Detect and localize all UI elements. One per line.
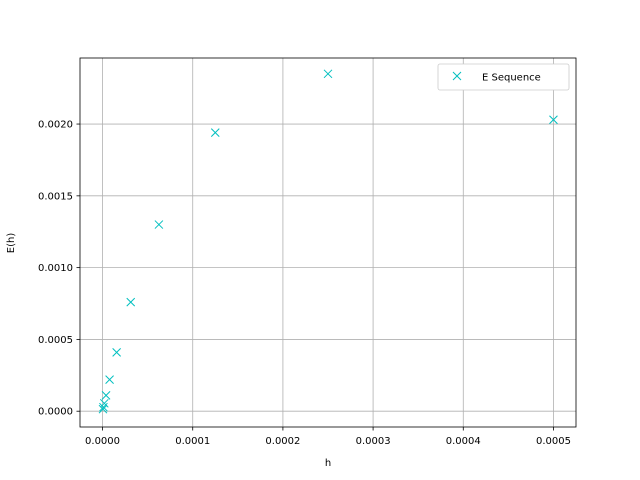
- x-tick-label: 0.0002: [265, 436, 300, 447]
- data-point: [98, 404, 108, 414]
- data-point: [323, 69, 333, 79]
- legend: E Sequence: [437, 63, 570, 91]
- data-point: [549, 115, 558, 125]
- data-point: [126, 297, 136, 307]
- y-tick-label: 0.0015: [38, 191, 73, 202]
- legend-label: E Sequence: [482, 73, 541, 84]
- y-tick-label: 0.0020: [38, 120, 73, 131]
- y-tick-label: 0.0005: [38, 335, 73, 346]
- y-tick-label: 0.0000: [38, 407, 73, 418]
- legend-box: [437, 63, 570, 91]
- x-tick-label: 0.0004: [446, 436, 481, 447]
- x-tick-label: 0.0001: [175, 436, 210, 447]
- data-points: [98, 69, 558, 414]
- x-tick-label: 0.0005: [536, 436, 571, 447]
- x-axis-label: h: [325, 458, 331, 469]
- data-point: [101, 391, 111, 400]
- data-point: [210, 128, 220, 138]
- data-point: [154, 220, 164, 229]
- grid-lines: [80, 58, 576, 427]
- data-point: [112, 347, 121, 357]
- data-point: [99, 402, 108, 412]
- y-axis-label: E(h): [6, 233, 17, 254]
- data-point: [105, 375, 114, 384]
- plot-frame: [79, 57, 577, 428]
- x-tick-label: 0.0000: [85, 436, 120, 447]
- y-axis-ticks: 0.0000 0.0005 0.0010 0.0015 0.0020: [38, 120, 80, 418]
- legend-marker: [452, 71, 462, 81]
- y-tick-label: 0.0010: [38, 263, 73, 274]
- x-axis-ticks: 0.0000 0.0001 0.0002 0.0003 0.0004 0.0005: [85, 427, 571, 447]
- x-tick-label: 0.0003: [356, 436, 391, 447]
